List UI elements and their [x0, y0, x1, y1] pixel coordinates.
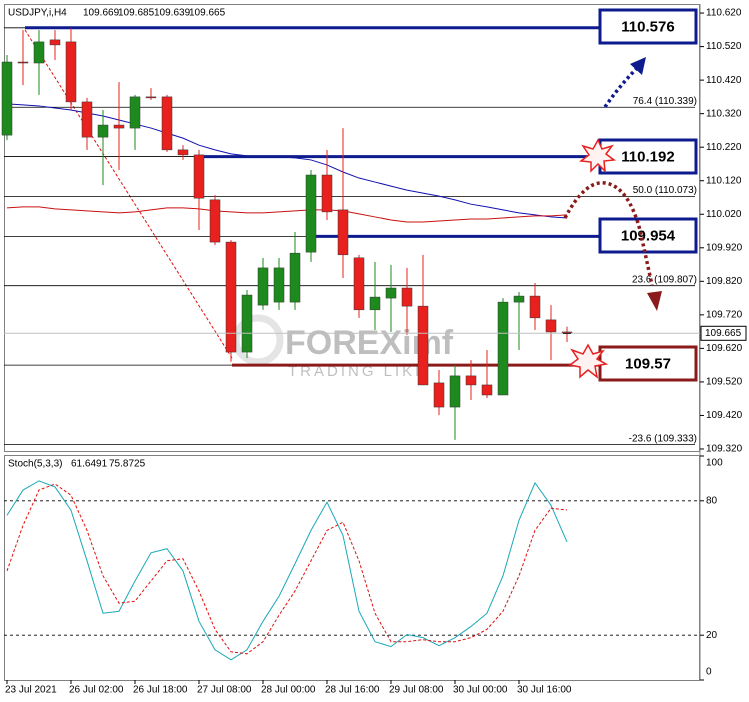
arrow-head: [630, 57, 646, 75]
candle-body: [337, 209, 349, 256]
y-tick-label: 109.820: [706, 276, 743, 287]
fib-label: 50.0 (110.073): [633, 185, 697, 196]
candle-body: [49, 39, 61, 46]
candle-body: [401, 287, 413, 307]
y-tick-label: 109.920: [706, 242, 743, 253]
stoch-y-tick-label: 0: [706, 667, 712, 678]
stoch-y-tick-label: 80: [706, 495, 718, 506]
header-high: 109.685: [118, 8, 155, 19]
current-price-box: [700, 325, 747, 341]
moving-average: [6, 206, 568, 223]
candle-body: [321, 174, 333, 213]
x-tick-label: 28 Jul 00:00: [261, 685, 316, 696]
candle-body: [417, 305, 429, 386]
candle-body: [33, 41, 45, 64]
candle-body: [385, 287, 397, 299]
stoch-signal-value: 75.8725: [109, 459, 146, 470]
candle-body: [433, 382, 445, 408]
header-low: 109.639: [154, 8, 191, 19]
arrow-head: [647, 291, 662, 311]
main-panel: [4, 4, 700, 452]
x-tick-label: 29 Jul 08:00: [389, 685, 444, 696]
level-label: 109.57: [625, 355, 671, 372]
level-label: 110.192: [621, 148, 674, 165]
chart-title: USDJPY,i,H4: [8, 8, 67, 19]
level-label: 110.576: [621, 18, 674, 35]
y-tick-label: 109.520: [706, 377, 743, 388]
candle-body: [513, 295, 525, 303]
candle-body: [193, 154, 205, 199]
candle-body: [273, 267, 285, 303]
candle-body: [129, 96, 141, 129]
burst-icon: [579, 138, 616, 174]
candle-body: [529, 295, 541, 319]
y-tick-label: 109.620: [706, 343, 743, 354]
candle-body: [289, 252, 301, 303]
candle-body: [465, 375, 477, 386]
y-tick-label: 110.220: [706, 142, 742, 153]
stoch-y-tick-label: 100: [706, 458, 723, 469]
level-label: 109.954: [621, 227, 676, 244]
candle-body: [369, 296, 381, 311]
candle-body: [353, 257, 365, 311]
plot: 110.620 110.520 110.420 110.320 110.220 110.1…: [1, 4, 747, 696]
burst-icon: [568, 343, 609, 379]
fib-label: 76.4 (110.339): [633, 96, 697, 107]
candle-body: [177, 149, 189, 156]
candle-body: [97, 124, 109, 138]
current-price-label: 109.665: [705, 328, 742, 339]
level-box: [598, 217, 698, 254]
candle-body: [65, 41, 77, 103]
candle-body: [497, 301, 509, 396]
y-tick-label: 110.320: [706, 108, 742, 119]
candle-body: [1, 61, 13, 136]
y-tick-label: 109.420: [706, 410, 743, 421]
stoch-line: [6, 483, 568, 655]
y-tick-label: 110.620: [706, 8, 742, 19]
y-tick-label: 110.520: [706, 41, 742, 52]
x-tick-label: 26 Jul 02:00: [69, 685, 124, 696]
fib-label: 23.6 (109.807): [632, 274, 697, 285]
x-tick-label: 26 Jul 18:00: [133, 685, 188, 696]
stoch-line: [6, 480, 568, 661]
candle-body: [305, 174, 317, 253]
candle-body: [145, 96, 157, 99]
candle-body: [161, 96, 173, 151]
y-tick-label: 110.120: [706, 175, 742, 186]
x-tick-label: 30 Jul 16:00: [517, 685, 572, 696]
candle-body: [113, 124, 125, 129]
arrow-down: [563, 181, 654, 286]
stoch-y-tick-label: 20: [706, 630, 718, 641]
candle-body: [545, 319, 557, 333]
header-close: 109.665: [189, 8, 226, 19]
candle-body: [257, 267, 269, 306]
watermark: FOREXimf: [285, 324, 454, 362]
fib-label: -23.6 (109.333): [629, 433, 697, 444]
candle-body: [81, 101, 93, 138]
x-tick-label: 27 Jul 08:00: [197, 685, 252, 696]
level-box: [598, 345, 698, 382]
stoch-main-value: 61.6491: [71, 459, 108, 470]
stoch-title: Stoch(5,3,3): [8, 459, 62, 470]
candle-body: [241, 294, 253, 353]
candle-body: [209, 199, 221, 243]
x-tick-label: 30 Jul 00:00: [453, 685, 508, 696]
stoch-panel: [4, 455, 700, 681]
candle-body: [481, 384, 493, 396]
y-tick-label: 110.020: [706, 209, 742, 220]
candle-body: [449, 375, 461, 408]
header-open: 109.669: [83, 8, 120, 19]
y-tick-label: 109.720: [706, 309, 743, 320]
annotations: [563, 57, 662, 379]
level-box: [598, 8, 698, 45]
y-tick-label: 110.420: [706, 75, 742, 86]
candle-body: [225, 241, 237, 353]
watermark-sub: TRADING LIKE: [288, 363, 428, 380]
y-tick-label: 109.320: [706, 444, 743, 455]
level-box: [598, 138, 698, 175]
candle-body: [17, 61, 29, 64]
x-tick-label: 23 Jul 2021: [5, 685, 57, 696]
x-tick-label: 28 Jul 16:00: [325, 685, 380, 696]
